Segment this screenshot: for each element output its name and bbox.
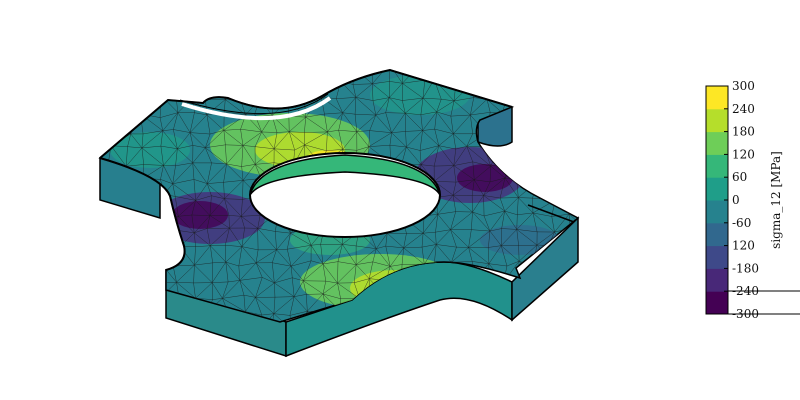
groove-right (527, 204, 575, 223)
colorbar-band (706, 108, 728, 133)
colorbar-tick-label: -180 (732, 261, 759, 275)
colorbar-tick-label: 180 (732, 125, 755, 139)
colorbar-band (706, 177, 728, 201)
colorbar-tick-label: 120 (732, 239, 755, 253)
colorbar-tick-label: 60 (732, 170, 747, 184)
groove-back-outline (179, 93, 329, 115)
plate-mesh[interactable] (92, 62, 589, 358)
colorbar-band (706, 291, 728, 314)
plate-side-right (511, 216, 579, 322)
colorbar-band (706, 245, 728, 269)
colorbar-band (706, 131, 728, 155)
colorbar-band (706, 86, 728, 110)
colorbar-band (706, 222, 728, 247)
groove-back (181, 96, 332, 121)
colorbar-band (706, 268, 728, 292)
hole-inner-wall (249, 154, 441, 196)
colorbar-tick-label: -60 (732, 216, 751, 230)
colorbar-title: sigma_12 [MPa] (769, 151, 783, 249)
colorbar-tick-label: 240 (732, 102, 755, 116)
colorbar-tick-label: 0 (732, 193, 740, 207)
colorbar-gradient (706, 86, 728, 314)
colorbar-band (706, 154, 728, 178)
colorbar-band (706, 200, 728, 224)
colorbar-tick-label: 300 (732, 79, 755, 93)
colorbar-tick-label: 120 (732, 147, 755, 161)
